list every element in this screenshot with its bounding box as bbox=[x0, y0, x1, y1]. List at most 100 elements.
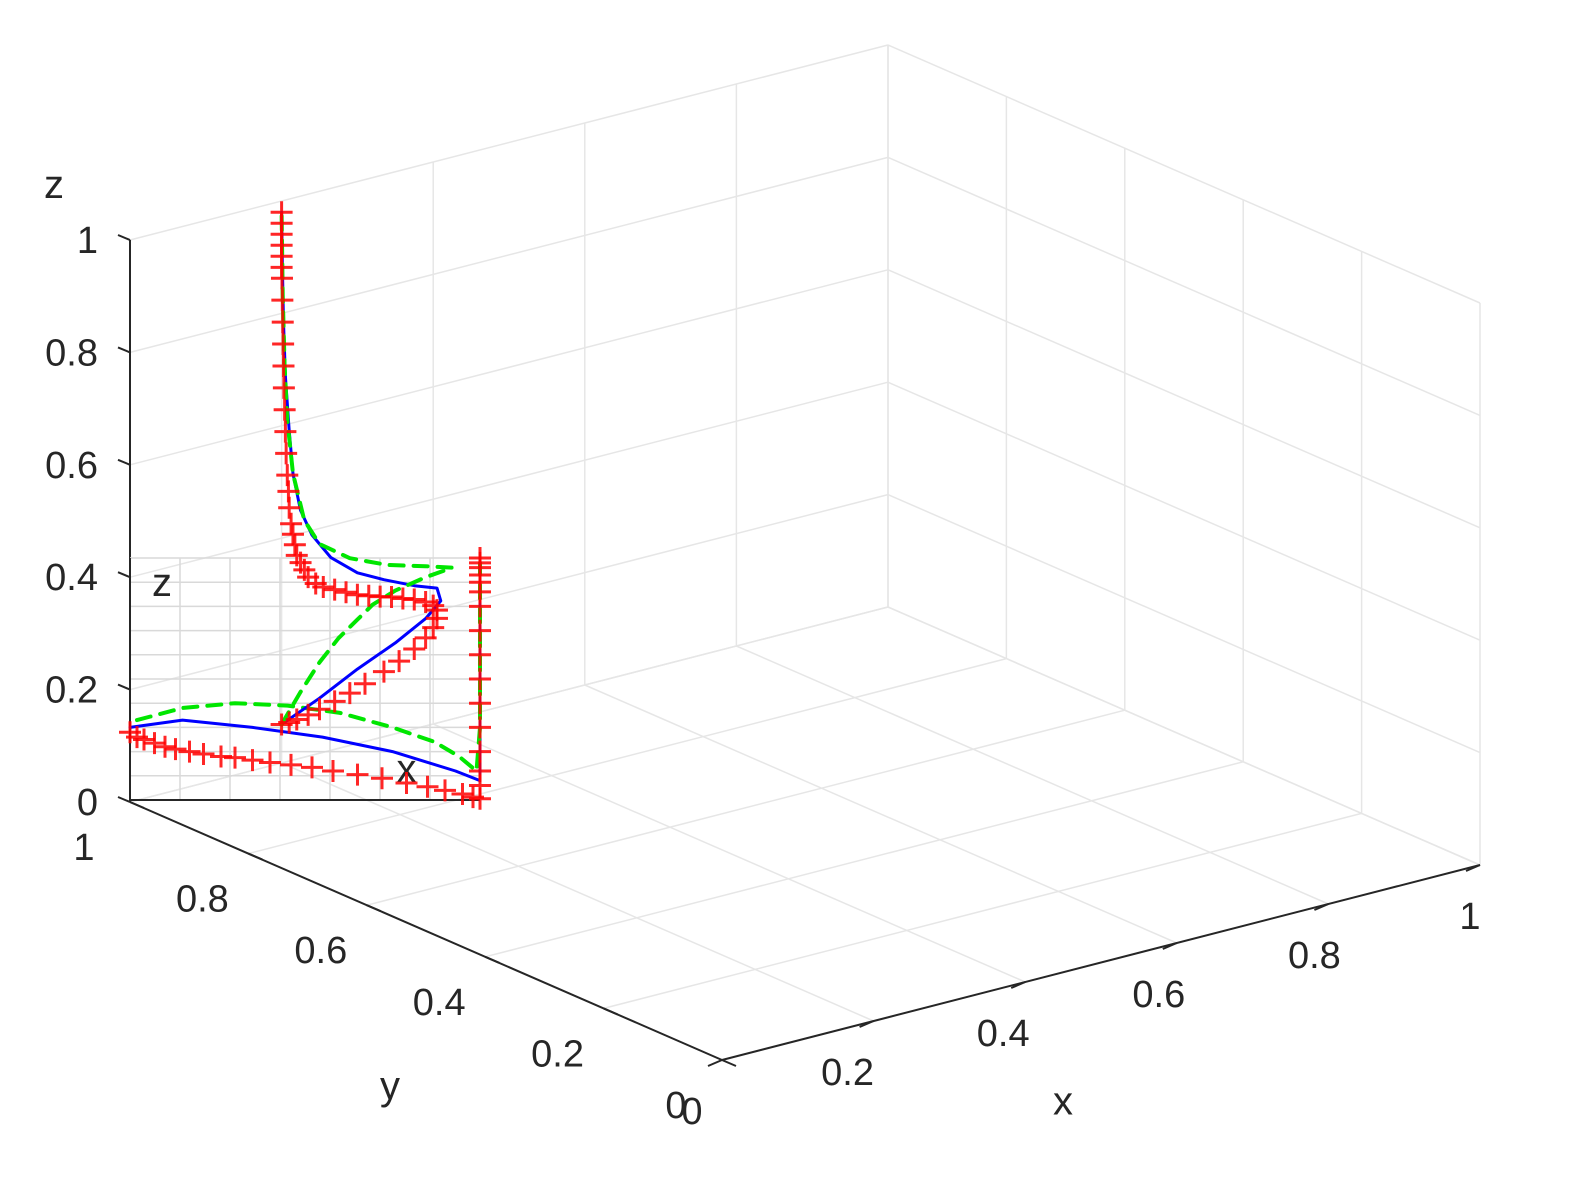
y-tick bbox=[129, 801, 145, 809]
floor-grid-x bbox=[432, 723, 1026, 983]
floor-grid-x bbox=[281, 762, 874, 1022]
main-solid-line bbox=[280, 210, 443, 726]
wall-y-grid-z bbox=[129, 493, 889, 691]
main-marker-point bbox=[346, 583, 369, 606]
x-tick bbox=[859, 1020, 874, 1028]
z-tick-label: 0.4 bbox=[45, 557, 98, 599]
x-tick-label: 0 bbox=[681, 1091, 702, 1133]
inset-marker-point bbox=[164, 738, 187, 761]
z-tick bbox=[117, 234, 131, 241]
x-tick-label: 0.8 bbox=[1288, 935, 1341, 977]
z-tick-label: 0.8 bbox=[45, 332, 98, 374]
inset-marker-point bbox=[469, 692, 491, 715]
main-marker-point bbox=[372, 660, 395, 683]
main-marker-point bbox=[271, 289, 294, 312]
main-marker-point bbox=[388, 650, 411, 673]
inset-marker-point bbox=[434, 779, 456, 802]
inset-marker-point bbox=[224, 746, 246, 769]
main-dashed-line bbox=[279, 210, 455, 727]
wall-x-grid-z bbox=[887, 381, 1481, 641]
y-tick bbox=[721, 1059, 737, 1067]
inset-marker-point bbox=[241, 749, 264, 772]
main-marker-point bbox=[403, 638, 426, 661]
inset-dashed-line bbox=[135, 560, 482, 773]
wall-x-grid-z bbox=[887, 269, 1481, 529]
main-marker-point bbox=[353, 672, 376, 695]
inset-marker-point bbox=[469, 716, 491, 739]
y-tick-label: 0.8 bbox=[176, 879, 229, 921]
main-marker-point bbox=[270, 201, 293, 224]
x-axis-label: x bbox=[1053, 1080, 1073, 1124]
inset-marker-point bbox=[469, 759, 491, 782]
x-tick bbox=[707, 1059, 723, 1067]
floor-grid-y bbox=[603, 812, 1362, 1010]
y-tick-label: 0.2 bbox=[531, 1033, 584, 1075]
main-marker-series bbox=[270, 201, 448, 736]
x-tick-label: 0.2 bbox=[821, 1052, 874, 1094]
main-marker-point bbox=[335, 581, 358, 604]
inset-marker-point bbox=[416, 775, 439, 798]
main-marker-point bbox=[275, 442, 298, 465]
x-tick bbox=[1162, 942, 1178, 950]
inset-marker-point bbox=[192, 743, 215, 766]
wall-y-grid-z bbox=[129, 156, 889, 354]
x-tick-label: 1 bbox=[1459, 896, 1480, 938]
x-tick bbox=[1314, 903, 1329, 911]
main-marker-point bbox=[283, 533, 306, 556]
z-tick bbox=[117, 796, 131, 803]
inset-marker-point bbox=[259, 751, 281, 774]
x-tick-label: 0.6 bbox=[1132, 974, 1185, 1016]
inset-marker-point bbox=[133, 728, 155, 751]
floor-grid-y bbox=[129, 606, 889, 803]
floor-grid-x bbox=[887, 606, 1481, 866]
z-axis-label: z bbox=[44, 163, 64, 207]
main-marker-point bbox=[281, 523, 304, 546]
main-marker-point bbox=[285, 544, 308, 567]
z-tick-label: 0 bbox=[77, 782, 98, 824]
main-marker-point bbox=[273, 398, 296, 421]
main-marker-point bbox=[414, 591, 437, 614]
floor-grid-x bbox=[584, 684, 1178, 944]
inset-marker-point bbox=[322, 759, 344, 782]
y-tick bbox=[484, 955, 500, 964]
y-tick bbox=[366, 904, 382, 913]
main-marker-point bbox=[285, 708, 308, 731]
wall-y-grid-z bbox=[129, 269, 889, 466]
main-marker-point bbox=[297, 703, 320, 726]
z-tick bbox=[117, 683, 131, 691]
main-marker-point bbox=[323, 690, 346, 713]
main-marker-point bbox=[272, 376, 295, 399]
y-axis-label: y bbox=[380, 1064, 400, 1108]
y-tick bbox=[248, 852, 263, 861]
inset-marker-point bbox=[451, 782, 474, 805]
main-marker-point bbox=[338, 682, 361, 705]
labels: 0000.20.20.20.40.40.40.60.60.60.80.80.81… bbox=[44, 163, 1481, 1133]
y-tick-label: 0 bbox=[665, 1085, 686, 1127]
series-layer bbox=[119, 201, 491, 810]
z-tick bbox=[117, 571, 131, 579]
wall-x-grid-z bbox=[887, 44, 1481, 304]
wall-x-grid-z bbox=[887, 493, 1481, 754]
main-marker-point bbox=[425, 599, 448, 622]
y-tick-label: 0.6 bbox=[294, 930, 347, 972]
inset-marker-point bbox=[178, 740, 201, 763]
inset-marker-point bbox=[371, 767, 393, 790]
inset-marker-point bbox=[280, 753, 302, 776]
main-marker-point bbox=[422, 616, 445, 639]
floor-grid-y bbox=[366, 709, 1125, 906]
x-tick bbox=[1465, 864, 1481, 872]
y-tick-label: 0.4 bbox=[413, 982, 466, 1024]
inset-marker-point bbox=[143, 732, 166, 755]
y-axis-line bbox=[129, 801, 723, 1061]
inset-marker-point bbox=[154, 735, 176, 758]
inset-marker-point bbox=[469, 547, 491, 569]
main-marker-point bbox=[280, 512, 303, 535]
main-marker-point bbox=[272, 354, 295, 377]
wall-x-grid-z bbox=[887, 156, 1481, 417]
z-tick-label: 0.6 bbox=[45, 445, 98, 487]
wall-y-grid-z bbox=[129, 381, 889, 578]
floor-grid-y bbox=[485, 761, 1244, 958]
x-axis-line bbox=[721, 864, 1481, 1061]
inset-marker-point bbox=[469, 619, 491, 642]
